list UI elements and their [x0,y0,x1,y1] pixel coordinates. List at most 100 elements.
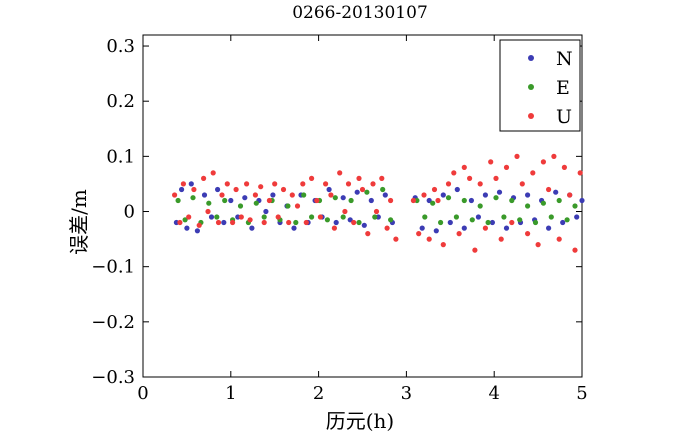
data-point-N [440,192,446,198]
data-point-N [382,192,388,198]
data-point-U [238,214,244,220]
x-tick-label: 3 [401,383,412,404]
data-point-E [509,197,515,204]
data-point-E [517,217,523,223]
data-point-U [317,214,323,220]
data-point-U [373,208,380,215]
data-point-U [577,170,583,176]
data-point-N [560,219,566,226]
data-point-U [384,225,390,231]
data-point-E [469,217,475,223]
data-point-N [475,214,481,220]
legend-marker-N [528,55,534,61]
data-point-N [242,195,248,201]
data-point-E [340,214,346,220]
data-point-N [263,208,269,215]
data-point-E [293,219,299,226]
data-point-E [237,203,244,209]
data-point-U [445,181,452,187]
data-point-E [430,200,436,206]
data-point-N [368,197,374,204]
data-point-U [186,214,192,220]
data-point-U [467,175,473,181]
data-point-U [356,175,362,181]
data-point-E [301,192,307,198]
data-point-U [286,219,292,226]
data-point-N [482,192,488,198]
data-point-E [332,195,338,201]
data-point-U [294,203,301,209]
y-tick-label: −0.1 [91,257,135,278]
legend: NEU [499,39,581,132]
data-point-N [347,217,353,223]
data-point-E [309,214,315,220]
data-point-U [314,197,320,204]
data-point-N [454,186,460,193]
data-point-U [388,197,394,204]
data-point-U [498,236,504,242]
data-point-N [221,219,227,226]
data-point-U [546,186,552,193]
chart-title: 0266-20130107 [292,3,428,23]
data-point-U [177,219,183,226]
data-point-U [410,197,416,204]
data-point-U [359,186,366,193]
legend-marker-E [528,84,534,90]
data-point-N [326,186,332,193]
data-point-U [230,219,236,226]
data-point-N [433,228,439,234]
data-point-U [210,170,216,176]
data-point-E [532,219,539,226]
data-point-U [172,192,178,198]
x-tick-label: 5 [576,383,587,404]
legend-marker-U [528,113,534,119]
data-point-E [285,203,291,209]
data-point-N [503,225,510,231]
data-point-E [501,214,507,220]
data-point-E [477,203,483,209]
data-point-E [438,219,444,226]
data-point-E [548,214,554,220]
data-point-U [519,181,525,187]
data-point-U [215,219,222,226]
data-point-U [328,192,334,198]
data-point-N [201,192,208,198]
data-point-N [525,192,531,198]
data-point-U [342,208,348,215]
axes-layer: 0 1 2 3 4 5 −0.3 −0.2 −0.1 0 0.1 0.2 0.3 [91,35,588,404]
data-point-U [393,236,399,242]
data-point-E [485,219,491,226]
data-point-U [503,164,510,170]
data-point-E [372,214,378,220]
data-point-N [574,214,580,220]
data-point-U [556,236,562,242]
data-point-N [579,197,585,204]
data-point-U [345,181,352,187]
data-point-U [540,159,547,165]
data-point-U [514,153,520,159]
y-tick-label: 0.1 [106,146,135,167]
data-point-U [261,219,267,226]
data-point-U [461,164,467,170]
data-point-E [175,197,181,204]
y-tick-label: −0.3 [91,367,135,388]
data-point-E [356,219,362,226]
data-point-U [272,181,278,187]
data-point-N [546,225,552,231]
data-point-U [370,181,376,187]
data-point-U [561,164,568,170]
data-point-U [472,247,478,253]
y-tick-label: 0.2 [106,91,135,112]
data-point-E [445,195,452,201]
data-point-N [340,195,346,201]
data-point-U [451,170,457,176]
data-point-U [180,181,186,187]
data-point-U [379,175,385,181]
data-point-U [421,192,427,198]
data-point-U [509,219,515,226]
data-point-U [233,186,239,193]
data-point-E [182,217,188,223]
y-tick-label: 0.3 [106,36,135,57]
legend-label-U: U [556,106,572,128]
